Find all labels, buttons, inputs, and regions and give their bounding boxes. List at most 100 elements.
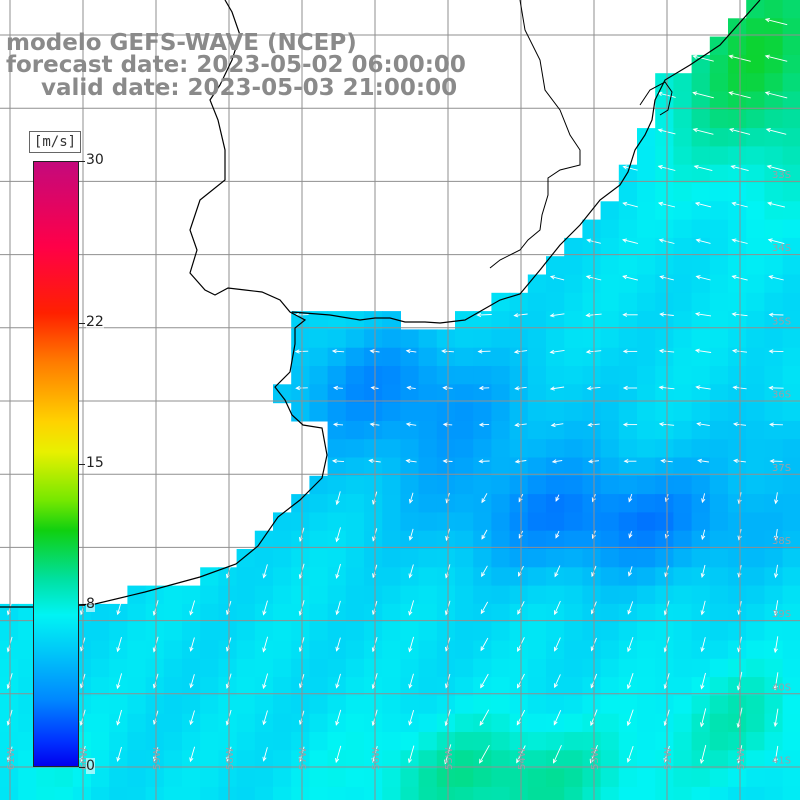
wind-vector: [694, 348, 712, 353]
wind-speed-cell: [618, 420, 638, 440]
wind-vector: [694, 201, 712, 208]
wind-speed-cell: [637, 183, 656, 202]
latitude-label: 35S: [772, 316, 791, 327]
wind-speed-cell: [509, 494, 529, 513]
wind-speed-cell: [91, 750, 110, 770]
wind-speed-cell: [400, 786, 420, 800]
wind-speed-cell: [527, 402, 547, 422]
wind-speed-cell: [455, 713, 474, 733]
wind-speed-cell: [782, 36, 800, 56]
wind-speed-cell: [782, 439, 800, 459]
wind-speed-cell: [382, 402, 401, 422]
longitude-label: 52W: [663, 747, 674, 770]
wind-speed-cell: [327, 512, 347, 532]
wind-speed-cell: [764, 219, 784, 239]
wind-speed-cell: [728, 695, 747, 715]
wind-speed-cell: [691, 475, 711, 495]
wind-speed-cell: [455, 603, 474, 623]
wind-speed-cell: [382, 439, 401, 459]
wind-speed-cell: [582, 549, 602, 568]
wind-vector: [408, 492, 414, 504]
wind-speed-cell: [728, 54, 747, 74]
wind-speed-cell: [418, 457, 438, 477]
wind-speed-cell: [400, 695, 420, 715]
wind-speed-cell: [564, 713, 583, 733]
wind-speed-cell: [746, 109, 765, 129]
longitude-labels: 61W 60W 59W 58W 57W 56W 55W 54W 53W 52W 51W: [6, 747, 747, 770]
wind-speed-cell: [764, 786, 784, 800]
wind-speed-cell: [436, 347, 456, 367]
wind-speed-cell: [109, 695, 128, 715]
wind-speed-cell: [746, 146, 765, 166]
wind-speed-cell: [600, 585, 620, 605]
wind-speed-cell: [582, 329, 602, 349]
wind-speed-cell: [709, 713, 729, 733]
wind-speed-cell: [127, 622, 147, 642]
wind-speed-cell: [436, 512, 456, 532]
wind-speed-cell: [637, 457, 656, 477]
wind-speed-cell: [491, 347, 511, 367]
wind-speed-cell: [218, 622, 238, 642]
wind-speed-cell: [200, 732, 219, 751]
wind-speed-cell: [327, 311, 347, 330]
wind-speed-cell: [236, 750, 256, 770]
wind-speed-cell: [418, 384, 438, 404]
wind-speed-cell: [473, 366, 492, 385]
wind-speed-cell: [728, 457, 747, 477]
wind-speed-cell: [618, 219, 638, 239]
colorbar-tick-label: 30: [86, 152, 104, 168]
wind-speed-cell: [236, 567, 256, 587]
wind-speed-cell: [637, 695, 656, 715]
longitude-label: 60W: [79, 747, 90, 770]
wind-speed-cell: [418, 750, 438, 770]
lagoon-outline: [639, 81, 673, 116]
wind-speed-cell: [455, 530, 474, 550]
wind-speed-cell: [54, 768, 74, 788]
wind-speed-cell: [728, 475, 747, 495]
wind-speed-cell: [400, 402, 420, 422]
wind-speed-cell: [509, 695, 529, 715]
wind-speed-cell: [327, 439, 347, 459]
wind-vector: [701, 529, 706, 541]
wind-speed-cell: [527, 439, 547, 459]
wind-speed-cell: [509, 402, 529, 422]
wind-speed-cell: [546, 786, 565, 800]
wind-speed-cell: [691, 347, 711, 367]
wind-speed-cell: [728, 292, 747, 312]
wind-speed-cell: [691, 219, 711, 239]
wind-speed-cell: [746, 274, 765, 294]
wind-speed-cell: [400, 768, 420, 788]
wind-speed-cell: [673, 475, 693, 495]
wind-speed-cell: [309, 366, 329, 385]
wind-speed-cell: [291, 384, 310, 404]
wind-speed-cell: [728, 311, 747, 330]
wind-speed-cell: [546, 292, 565, 312]
wind-speed-cell: [782, 164, 800, 184]
wind-speed-cell: [764, 732, 784, 751]
wind-speed-cell: [18, 695, 37, 715]
wind-speed-cell: [382, 549, 401, 568]
wind-vector: [189, 674, 195, 689]
wind-vector: [773, 672, 779, 691]
wind-speed-cell: [309, 402, 329, 422]
wind-speed-cell: [564, 274, 583, 294]
wind-speed-cell: [618, 347, 638, 367]
wind-speed-cell: [564, 457, 583, 477]
wind-speed-cell: [309, 786, 329, 800]
wind-speed-cell: [273, 713, 292, 733]
wind-speed-cell: [236, 677, 256, 696]
wind-speed-cell: [273, 677, 292, 696]
wind-speed-cell: [163, 677, 183, 696]
wind-speed-cell: [327, 768, 347, 788]
wind-vector: [773, 708, 779, 728]
wind-speed-cell: [327, 622, 347, 642]
wind-vector: [700, 637, 706, 653]
wind-speed-cell: [728, 128, 747, 147]
wind-speed-cell: [527, 384, 547, 404]
wind-speed-cell: [382, 512, 401, 532]
wind-speed-cell: [491, 640, 511, 660]
wind-speed-cell: [491, 549, 511, 568]
wind-speed-cell: [218, 768, 238, 788]
wind-speed-cell: [436, 494, 456, 513]
wind-speed-cell: [691, 329, 711, 349]
